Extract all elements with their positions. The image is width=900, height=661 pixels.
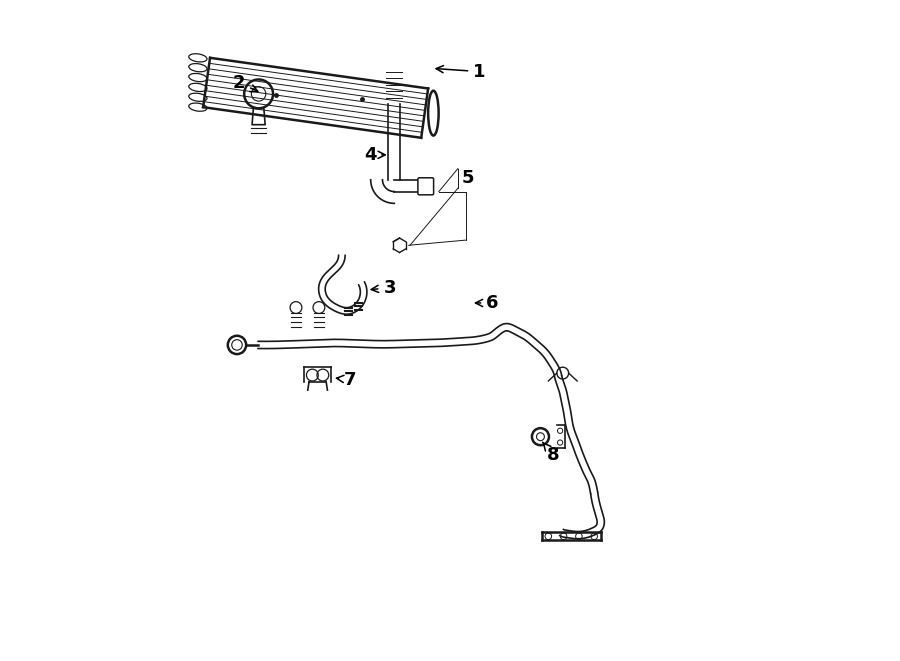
Text: 1: 1 (436, 63, 486, 81)
Text: 8: 8 (543, 442, 560, 464)
Text: 3: 3 (371, 279, 396, 297)
Text: 2: 2 (233, 74, 257, 92)
FancyBboxPatch shape (418, 178, 434, 195)
Text: 6: 6 (475, 294, 499, 312)
Text: 7: 7 (337, 371, 356, 389)
Text: 5: 5 (462, 169, 474, 188)
Text: 4: 4 (364, 146, 385, 164)
